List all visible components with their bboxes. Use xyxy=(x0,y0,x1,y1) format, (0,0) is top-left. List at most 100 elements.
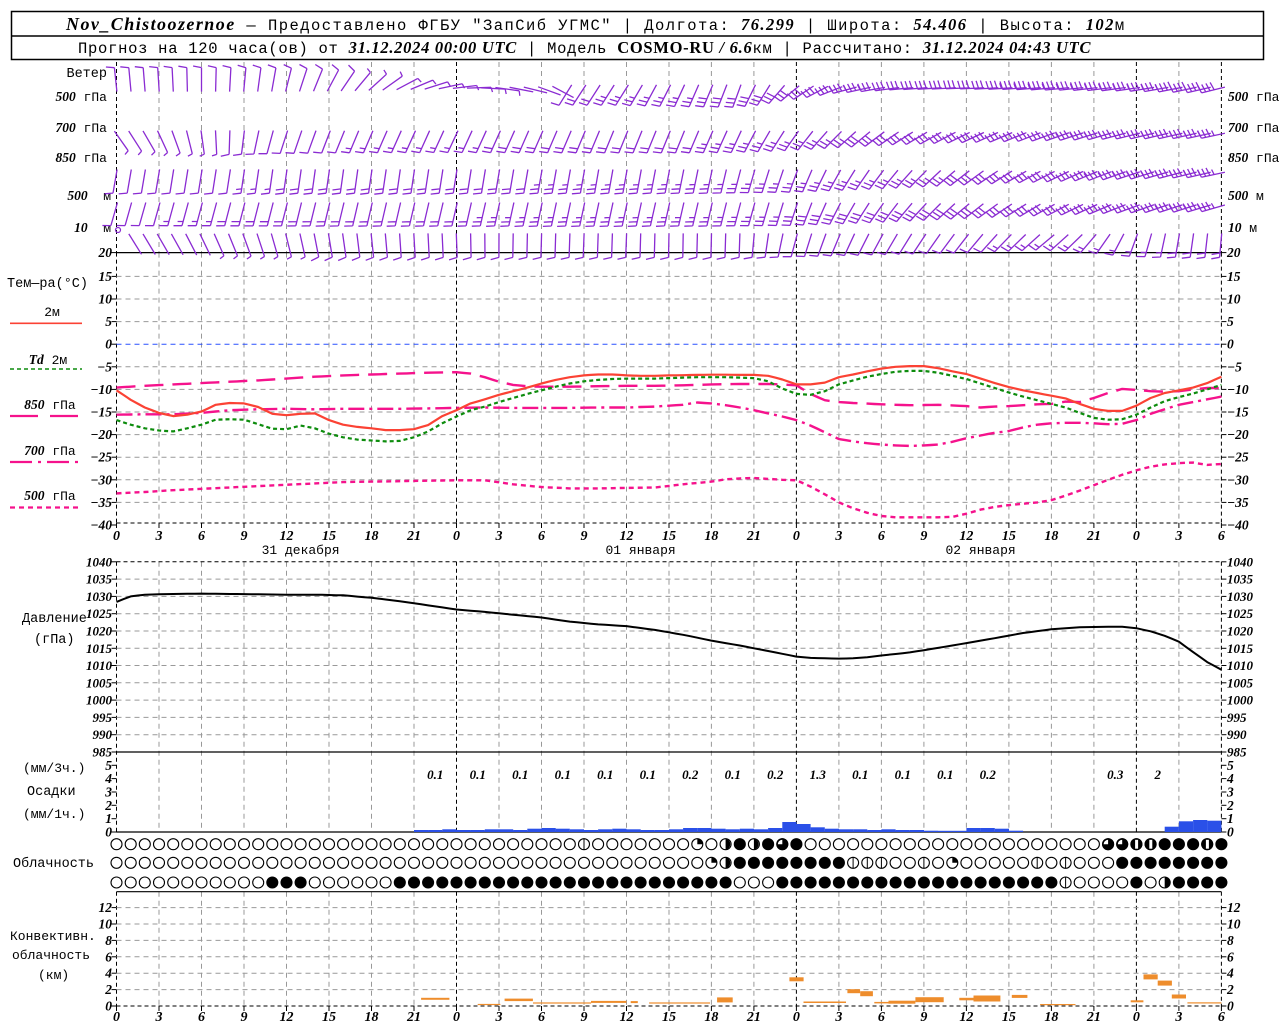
svg-text:0.1: 0.1 xyxy=(725,767,741,782)
svg-text:−5: −5 xyxy=(97,359,112,374)
svg-text:21: 21 xyxy=(1086,1010,1101,1024)
svg-text:500 гПа: 500 гПа xyxy=(1228,89,1280,105)
svg-text:3: 3 xyxy=(155,1010,163,1024)
svg-text:(км): (км) xyxy=(38,968,69,983)
svg-text:18: 18 xyxy=(365,1010,379,1024)
svg-text:3: 3 xyxy=(834,1010,842,1024)
svg-text:0: 0 xyxy=(1133,529,1140,544)
svg-text:1.3: 1.3 xyxy=(810,767,827,782)
svg-text:8: 8 xyxy=(1227,933,1234,948)
svg-text:18: 18 xyxy=(365,529,379,544)
svg-text:12: 12 xyxy=(280,529,294,544)
svg-text:18: 18 xyxy=(1044,529,1058,544)
svg-text:20: 20 xyxy=(1226,245,1241,260)
svg-text:0.2: 0.2 xyxy=(767,767,784,782)
svg-text:0: 0 xyxy=(453,529,460,544)
svg-text:12: 12 xyxy=(959,529,973,544)
svg-text:0.1: 0.1 xyxy=(640,767,656,782)
svg-text:15: 15 xyxy=(322,529,336,544)
svg-text:1035: 1035 xyxy=(86,572,113,587)
svg-text:3: 3 xyxy=(104,785,112,800)
svg-text:500 гПа: 500 гПа xyxy=(56,89,108,105)
svg-text:0.1: 0.1 xyxy=(852,767,868,782)
svg-text:10: 10 xyxy=(1227,917,1241,932)
svg-text:700 гПа: 700 гПа xyxy=(56,120,108,136)
svg-text:4: 4 xyxy=(1226,966,1234,981)
svg-text:0: 0 xyxy=(793,1010,800,1024)
svg-text:2: 2 xyxy=(104,982,112,997)
svg-text:10: 10 xyxy=(99,917,113,932)
svg-text:0: 0 xyxy=(1227,999,1234,1014)
svg-text:1040: 1040 xyxy=(86,554,113,569)
svg-text:15: 15 xyxy=(662,529,676,544)
svg-text:3: 3 xyxy=(834,529,842,544)
svg-text:1005: 1005 xyxy=(86,675,113,690)
svg-text:3: 3 xyxy=(1226,785,1234,800)
svg-text:985: 985 xyxy=(93,745,113,760)
svg-text:−35: −35 xyxy=(1227,495,1249,510)
svg-text:1025: 1025 xyxy=(86,606,113,621)
svg-text:985: 985 xyxy=(1227,745,1247,760)
svg-text:0.3: 0.3 xyxy=(1107,767,1124,782)
svg-text:10 м: 10 м xyxy=(74,220,111,236)
svg-text:3: 3 xyxy=(155,529,163,544)
svg-text:3: 3 xyxy=(495,1010,503,1024)
svg-text:4: 4 xyxy=(104,966,112,981)
svg-text:500 гПа: 500 гПа xyxy=(24,488,76,504)
svg-text:15: 15 xyxy=(1002,529,1016,544)
svg-text:0: 0 xyxy=(453,1010,460,1024)
svg-text:21: 21 xyxy=(406,529,421,544)
svg-text:−20: −20 xyxy=(90,427,112,442)
svg-text:−10: −10 xyxy=(1227,382,1249,397)
svg-text:1020: 1020 xyxy=(1227,624,1254,639)
svg-text:1035: 1035 xyxy=(1227,572,1254,587)
svg-text:0: 0 xyxy=(105,337,112,352)
svg-text:12: 12 xyxy=(1227,900,1241,915)
svg-text:0.1: 0.1 xyxy=(470,767,486,782)
svg-text:2м: 2м xyxy=(44,305,60,320)
svg-text:−5: −5 xyxy=(1227,359,1242,374)
svg-text:5: 5 xyxy=(1227,758,1234,773)
svg-text:−30: −30 xyxy=(90,472,112,487)
svg-text:(мм/1ч.): (мм/1ч.) xyxy=(23,807,85,822)
svg-text:0: 0 xyxy=(105,999,112,1014)
svg-text:Тем—ра(°С): Тем—ра(°С) xyxy=(7,277,88,292)
svg-text:1015: 1015 xyxy=(1227,641,1254,656)
svg-text:21: 21 xyxy=(406,1010,421,1024)
svg-text:1000: 1000 xyxy=(1227,693,1254,708)
svg-text:1: 1 xyxy=(105,811,112,826)
svg-text:990: 990 xyxy=(1227,727,1247,742)
svg-text:2: 2 xyxy=(1153,767,1161,782)
svg-text:1015: 1015 xyxy=(86,641,113,656)
svg-text:500 м: 500 м xyxy=(67,188,111,204)
svg-text:0.2: 0.2 xyxy=(682,767,699,782)
svg-text:4: 4 xyxy=(104,771,112,786)
svg-text:02 января: 02 января xyxy=(945,543,1015,558)
svg-text:20: 20 xyxy=(98,245,113,260)
svg-text:0: 0 xyxy=(113,1010,120,1024)
svg-text:8: 8 xyxy=(105,933,112,948)
svg-text:Прогноз на 120 часа(ов) от 31.: Прогноз на 120 часа(ов) от 31.12.2024 00… xyxy=(78,38,1091,58)
svg-text:Давление: Давление xyxy=(22,612,87,627)
svg-text:31 декабря: 31 декабря xyxy=(262,543,340,558)
svg-text:6: 6 xyxy=(198,1010,205,1024)
svg-text:850 гПа: 850 гПа xyxy=(1228,150,1280,166)
svg-text:9: 9 xyxy=(581,529,588,544)
svg-text:10: 10 xyxy=(1227,292,1241,307)
svg-text:1005: 1005 xyxy=(1227,675,1254,690)
svg-text:2: 2 xyxy=(1226,798,1234,813)
svg-text:0.1: 0.1 xyxy=(555,767,571,782)
svg-text:15: 15 xyxy=(99,269,113,284)
svg-text:1000: 1000 xyxy=(86,693,113,708)
svg-text:−25: −25 xyxy=(1227,450,1249,465)
svg-text:Nov_Chistoozernoe — Предоставл: Nov_Chistoozernoe — Предоставлено ФГБУ "… xyxy=(65,14,1126,35)
svg-text:2: 2 xyxy=(1226,982,1234,997)
svg-text:0.2: 0.2 xyxy=(980,767,997,782)
svg-text:10 м: 10 м xyxy=(1228,220,1257,236)
svg-text:Осадки: Осадки xyxy=(27,785,76,800)
svg-text:2: 2 xyxy=(104,798,112,813)
svg-text:12: 12 xyxy=(280,1010,294,1024)
svg-text:5: 5 xyxy=(105,314,112,329)
svg-text:0: 0 xyxy=(105,825,112,840)
svg-text:6: 6 xyxy=(1218,529,1225,544)
